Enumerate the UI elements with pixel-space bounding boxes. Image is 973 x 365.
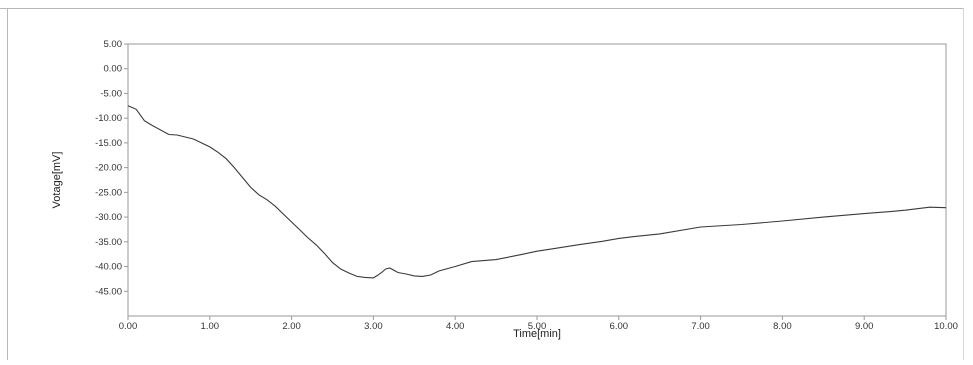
x-tick-label: 9.00: [855, 321, 874, 332]
y-tick-label: -10.00: [95, 113, 122, 124]
y-tick-label: -5.00: [100, 88, 122, 99]
y-tick-label: -40.00: [95, 262, 122, 273]
y-axis-ticks: 5.00 0.00 -5.00 -10.00 -15.00 -20.00 -25.00 -30…: [95, 39, 128, 297]
y-tick-label: -25.00: [95, 187, 122, 198]
y-tick-label: -30.00: [95, 212, 122, 223]
x-tick-label: 10.00: [934, 321, 958, 332]
plot-area: [127, 43, 947, 317]
x-tick-label: 4.00: [446, 321, 465, 332]
y-tick-label: -35.00: [95, 237, 122, 248]
chart-frame-right: [963, 8, 964, 360]
series-line: [127, 105, 947, 279]
x-tick-label: 2.00: [282, 321, 301, 332]
x-tick-label: 8.00: [773, 321, 792, 332]
x-axis-ticks: 0.00 1.00 2.00 3.00 4.00 5.00 6.00 7.00 8.00 9.00…: [119, 316, 958, 332]
x-tick-label: 5.00: [528, 321, 547, 332]
y-axis-title: Votage[mV]: [51, 152, 63, 209]
y-tick-label: 5.00: [104, 39, 123, 50]
x-tick-label: 6.00: [610, 321, 629, 332]
x-tick-label: 3.00: [364, 321, 383, 332]
x-tick-label: 7.00: [691, 321, 710, 332]
y-tick-label: -20.00: [95, 163, 122, 174]
x-axis-title: Time[min]: [513, 328, 561, 340]
y-tick-label: -45.00: [95, 286, 122, 297]
chart-frame-top: [0, 8, 964, 9]
x-tick-label: 0.00: [119, 321, 138, 332]
y-tick-label: -15.00: [95, 138, 122, 149]
chart-frame-left: [7, 8, 8, 360]
x-tick-label: 1.00: [201, 321, 220, 332]
y-tick-label: 0.00: [104, 64, 123, 75]
